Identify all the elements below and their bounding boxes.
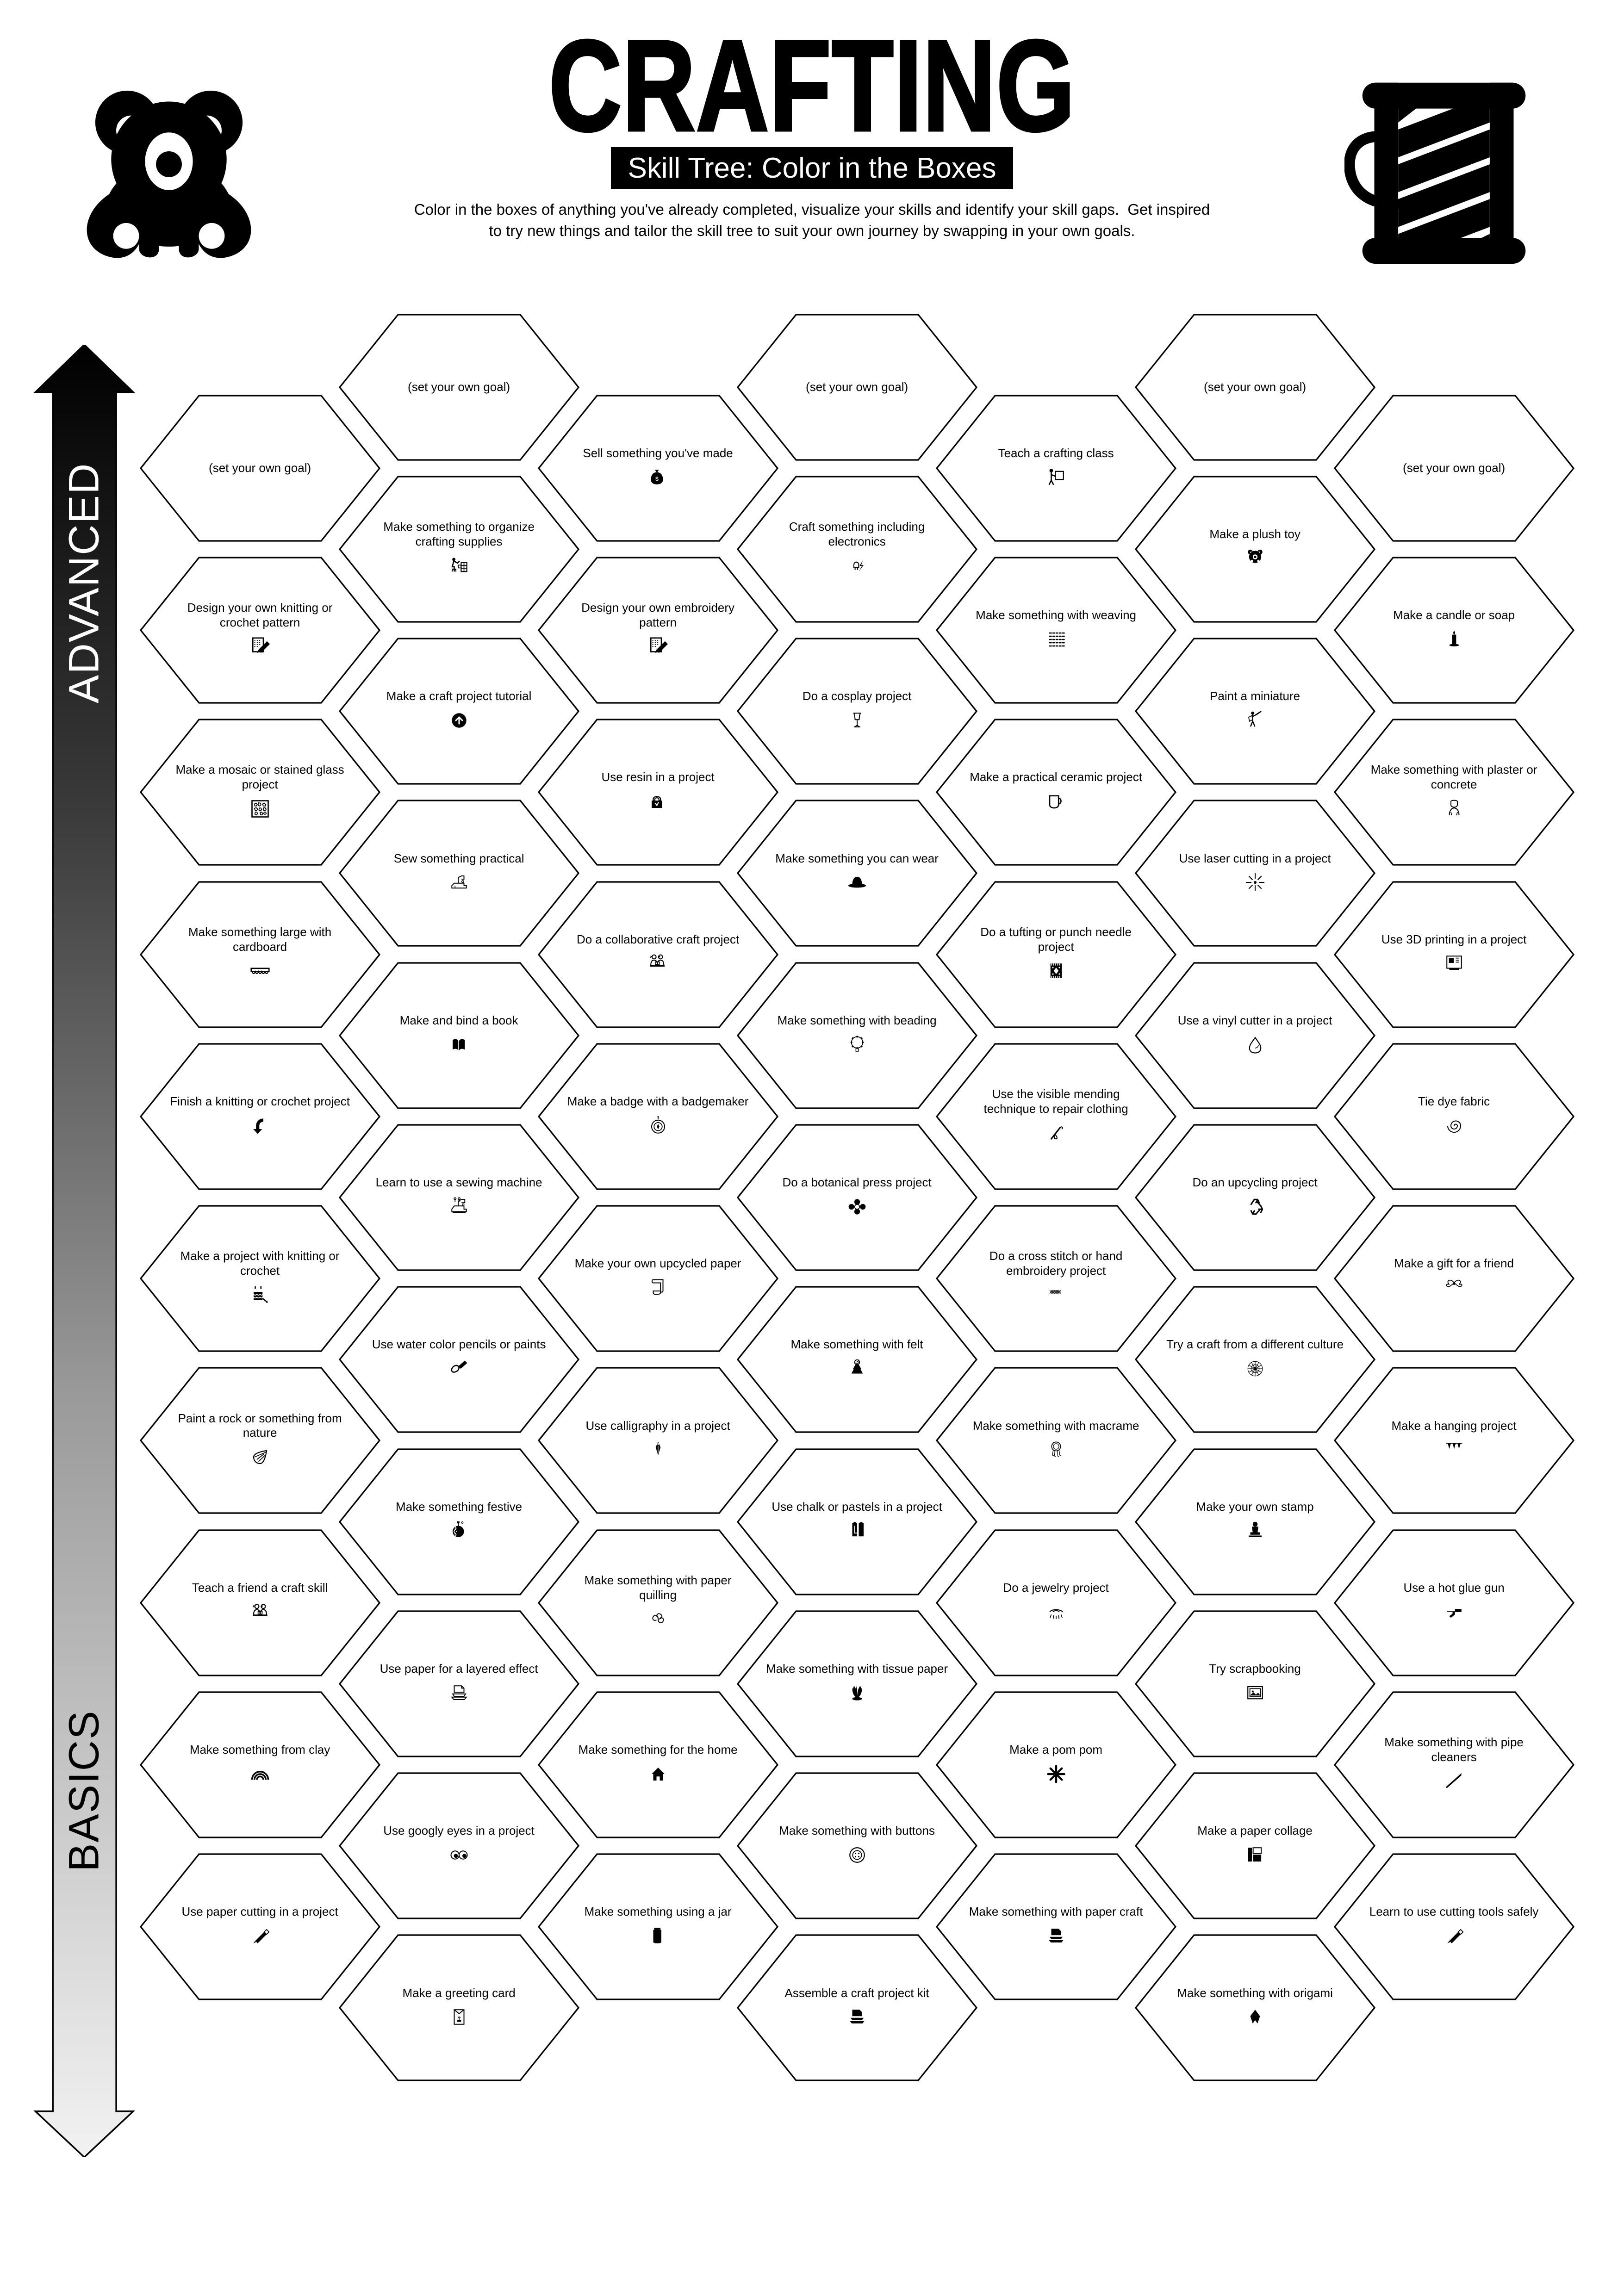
svg-text:$: $	[655, 476, 659, 482]
